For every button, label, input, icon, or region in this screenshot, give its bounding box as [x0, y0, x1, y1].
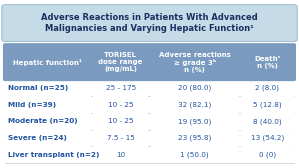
Text: Severe (n=24): Severe (n=24) — [8, 135, 67, 141]
Bar — [241, 113, 294, 130]
Text: Liver transplant (n=2): Liver transplant (n=2) — [8, 152, 99, 158]
Bar — [151, 96, 239, 113]
Text: 23 (95.8): 23 (95.8) — [178, 135, 211, 141]
Bar — [5, 113, 91, 130]
Bar — [151, 80, 239, 96]
FancyBboxPatch shape — [91, 43, 151, 81]
FancyBboxPatch shape — [2, 5, 297, 41]
Text: 25 - 175: 25 - 175 — [106, 85, 136, 91]
Text: Adverse Reactions in Patients With Advanced
Malignancies and Varying Hepatic Fun: Adverse Reactions in Patients With Advan… — [41, 13, 258, 33]
Text: Adverse reactions
≥ grade 3ᵇ
n (%): Adverse reactions ≥ grade 3ᵇ n (%) — [159, 52, 231, 73]
Text: 10 - 25: 10 - 25 — [108, 118, 133, 124]
FancyBboxPatch shape — [239, 43, 296, 81]
Text: 10 - 25: 10 - 25 — [108, 102, 133, 108]
Text: 1 (50.0): 1 (50.0) — [181, 151, 209, 158]
Bar — [241, 96, 294, 113]
Text: Deathᶜ
n (%): Deathᶜ n (%) — [254, 56, 281, 69]
Bar — [151, 113, 239, 130]
Text: 7.5 - 15: 7.5 - 15 — [107, 135, 135, 141]
Text: 2 (8.0): 2 (8.0) — [255, 85, 280, 91]
Text: 10: 10 — [116, 152, 125, 158]
Text: 8 (40.0): 8 (40.0) — [253, 118, 282, 125]
Text: 20 (80.0): 20 (80.0) — [178, 85, 211, 91]
Bar — [93, 146, 148, 163]
Text: Hepatic function¹: Hepatic function¹ — [13, 59, 83, 66]
Text: Moderate (n=20): Moderate (n=20) — [8, 118, 77, 124]
Bar — [93, 130, 148, 146]
Bar — [5, 130, 91, 146]
Bar — [5, 80, 91, 96]
Bar — [241, 130, 294, 146]
Bar — [241, 80, 294, 96]
Text: Normal (n=25): Normal (n=25) — [8, 85, 68, 91]
Text: 32 (82.1): 32 (82.1) — [178, 101, 211, 108]
Bar — [5, 96, 91, 113]
Bar — [93, 113, 148, 130]
Bar — [93, 96, 148, 113]
Text: 13 (54.2): 13 (54.2) — [251, 135, 284, 141]
Bar — [5, 146, 91, 163]
FancyBboxPatch shape — [3, 43, 93, 81]
Text: TORISEL
dose range
(mg/mL): TORISEL dose range (mg/mL) — [98, 52, 143, 72]
Bar — [151, 130, 239, 146]
Bar — [241, 146, 294, 163]
Text: 0 (0): 0 (0) — [259, 151, 276, 158]
Bar — [93, 80, 148, 96]
Bar — [151, 146, 239, 163]
FancyBboxPatch shape — [148, 43, 241, 81]
Text: 5 (12.8): 5 (12.8) — [253, 101, 282, 108]
Text: Mild (n=39): Mild (n=39) — [8, 102, 56, 108]
Text: 19 (95.0): 19 (95.0) — [178, 118, 211, 125]
